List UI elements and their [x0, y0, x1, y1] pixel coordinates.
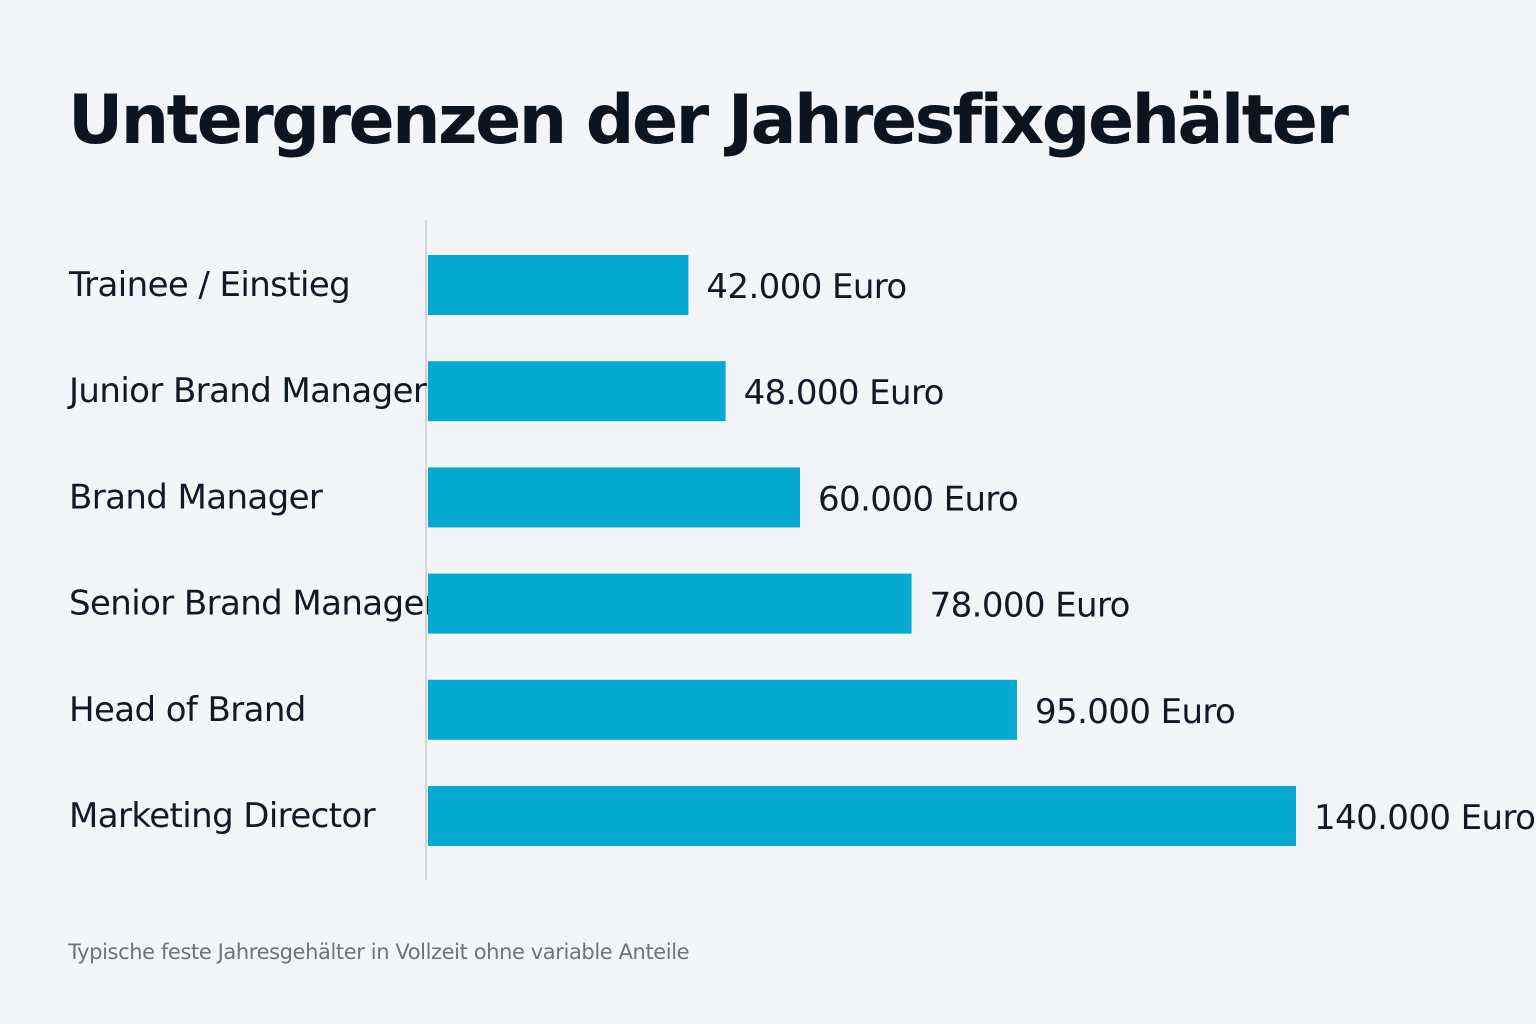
- bar: [428, 467, 800, 528]
- bar: [428, 786, 1296, 846]
- chart-footnote: Typische feste Jahresgehälter in Vollzei…: [68, 940, 690, 964]
- category-label: Junior Brand Manager: [67, 371, 427, 411]
- category-label: Trainee / Einstieg: [68, 265, 350, 305]
- bar: [428, 361, 726, 422]
- category-label: Brand Manager: [69, 477, 323, 517]
- category-label: Head of Brand: [69, 690, 306, 730]
- chart-title: Untergrenzen der Jahresfixgehälter: [68, 81, 1349, 160]
- value-label: 48.000 Euro: [744, 373, 944, 413]
- value-label: 78.000 Euro: [930, 586, 1130, 626]
- value-label: 60.000 Euro: [818, 479, 1018, 519]
- value-label: 42.000 Euro: [706, 267, 906, 307]
- value-label: 95.000 Euro: [1035, 692, 1235, 732]
- bar: [428, 255, 689, 315]
- bar: [428, 679, 1017, 740]
- bars-layer: Trainee / Einstieg 42.000 Euro Junior Bran…: [67, 255, 1536, 846]
- bar: [428, 573, 912, 634]
- value-label: 140.000 Euro: [1314, 798, 1535, 838]
- category-label: Marketing Director: [69, 796, 376, 836]
- category-label: Senior Brand Manager: [69, 584, 438, 624]
